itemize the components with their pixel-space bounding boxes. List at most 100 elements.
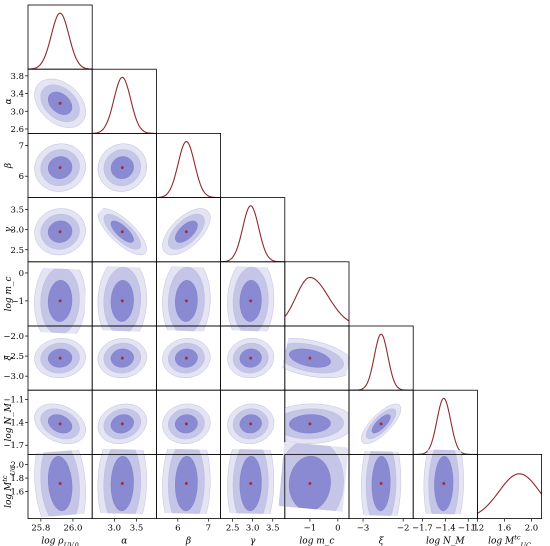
panel-gamma-vs-xi <box>220 325 286 391</box>
best-fit-marker <box>379 481 383 485</box>
y-tick-label: 1.6 <box>10 488 24 498</box>
x-axis-label-gamma: γ <box>250 537 256 546</box>
x-tick-label: 3.0 <box>246 524 260 534</box>
y-tick-label: 0 <box>19 269 24 279</box>
best-fit-marker <box>184 299 188 303</box>
panel-gamma-vs-mtc: 2.5 3.0 3.5 γ <box>220 448 286 546</box>
panel-alpha-vs-mc <box>91 261 157 332</box>
y-axis-label-gamma: γ <box>4 226 14 232</box>
x-tick-label: 25.8 <box>31 524 50 534</box>
best-fit-marker <box>120 166 124 170</box>
best-fit-marker <box>308 356 312 360</box>
best-fit-marker <box>308 422 312 426</box>
marginal-density-gamma <box>220 205 285 262</box>
marginal-density-beta <box>156 141 221 198</box>
panel-beta-vs-gamma <box>155 197 221 263</box>
panel-rho-vs-mc: −1 0 log m_c <box>4 261 93 335</box>
best-fit-marker <box>120 481 124 485</box>
x-tick-label: −1.1 <box>458 524 479 534</box>
panel-beta-vs-nm <box>155 389 221 455</box>
y-tick-label: −1 <box>11 297 24 307</box>
best-fit-marker <box>120 356 124 360</box>
panel-xi-marginal <box>348 325 414 391</box>
best-fit-marker <box>184 356 188 360</box>
marginal-density-xi <box>349 333 414 391</box>
y-tick-label: 3.4 <box>10 90 24 100</box>
y-tick-label: −1.4 <box>3 418 24 428</box>
y-axis-label-mc: log m_c <box>4 276 14 311</box>
panel-xi-vs-mtc: −3 −2 ξ <box>348 450 414 546</box>
panel-beta-vs-mtc: 6 7 β <box>155 448 221 546</box>
x-axis-label-rho: log ρUV,0 <box>41 537 78 546</box>
panel-gamma-marginal <box>220 197 286 263</box>
best-fit-marker <box>184 481 188 485</box>
panel-mc-vs-nm <box>283 389 350 455</box>
x-tick-label: −1 <box>304 524 317 534</box>
y-axis-label-mtc: log MtcUC <box>1 465 17 508</box>
panel-alpha-vs-beta <box>91 132 157 198</box>
marginal-density-alpha <box>92 76 157 134</box>
marginal-density-mtc <box>477 473 542 514</box>
best-fit-marker <box>120 299 124 303</box>
y-tick-label: 3.8 <box>10 72 24 82</box>
best-fit-marker <box>249 481 253 485</box>
panel-frame <box>348 325 414 391</box>
y-axis-label-xi: ξ <box>4 355 14 361</box>
best-fit-marker <box>249 356 253 360</box>
x-tick-label: 26.0 <box>63 524 82 534</box>
y-tick-label: −2.5 <box>3 352 24 362</box>
panel-gamma-vs-nm <box>220 389 286 455</box>
x-tick-label: 0 <box>335 524 340 534</box>
x-tick-label: 3.5 <box>266 524 280 534</box>
y-tick-label: 3.5 <box>10 206 24 216</box>
y-tick-label: 3.0 <box>10 226 24 236</box>
x-tick-label: 7 <box>206 524 211 534</box>
y-tick-label: −3.0 <box>3 372 24 382</box>
best-fit-marker <box>58 356 62 360</box>
panel-rho-vs-gamma: 2.5 3.0 3.5 γ <box>4 197 93 263</box>
y-tick-label: −1.1 <box>3 395 24 405</box>
panel-beta-vs-mc <box>155 261 221 332</box>
x-tick-label: −3 <box>357 524 370 534</box>
panel-frame <box>27 4 93 70</box>
x-axis-label-nm: log N_M <box>426 537 465 546</box>
best-fit-marker <box>249 299 253 303</box>
panel-alpha-marginal <box>91 68 157 134</box>
best-fit-marker <box>184 422 188 426</box>
marginal-density-mc <box>284 276 349 322</box>
y-tick-label: 2.0 <box>10 461 24 471</box>
x-tick-label: 3.5 <box>130 524 144 534</box>
panel-nm-vs-mtc: −1.7 −1.4 −1.1 log N_M <box>412 449 479 546</box>
y-tick-label: 1.8 <box>10 474 24 484</box>
x-axis-label-alpha: α <box>121 537 127 546</box>
panel-alpha-vs-gamma <box>91 197 157 263</box>
x-tick-label: 2.5 <box>226 524 240 534</box>
panel-rho-vs-xi: −3.0 −2.5 −2.0 ξ <box>3 325 93 391</box>
y-tick-label: 7 <box>19 142 24 152</box>
best-fit-marker <box>379 422 383 426</box>
x-tick-label: 1.6 <box>498 524 512 534</box>
panel-alpha-vs-nm <box>91 389 157 455</box>
panel-rho-vs-beta: 6 7 β <box>4 132 93 198</box>
marginal-density-rho <box>28 12 93 70</box>
x-tick-label: 3.0 <box>108 524 122 534</box>
best-fit-marker <box>58 481 62 485</box>
panel-frame <box>284 261 350 327</box>
best-fit-marker <box>184 230 188 234</box>
y-tick-label: 2.5 <box>10 246 24 256</box>
x-axis-label-mtc: log MtcUC <box>488 534 531 546</box>
x-tick-label: 2.0 <box>525 524 539 534</box>
panel-nm-marginal <box>412 389 478 455</box>
y-tick-label: −2.0 <box>3 332 24 342</box>
y-tick-label: −1.7 <box>3 441 24 451</box>
panel-xi-vs-nm <box>348 389 414 455</box>
best-fit-marker <box>120 230 124 234</box>
x-tick-label: −1.7 <box>412 524 433 534</box>
panel-alpha-vs-xi <box>91 325 157 391</box>
x-tick-label: 6 <box>175 524 180 534</box>
